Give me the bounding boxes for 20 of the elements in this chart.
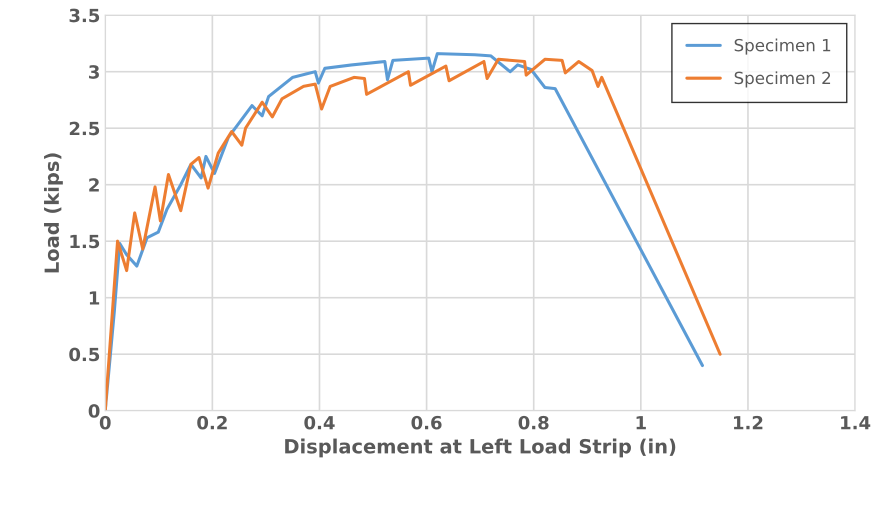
x-tick-label: 0.8 — [518, 416, 549, 430]
legend-label: Specimen 2 — [734, 71, 830, 88]
x-axis-title: Displacement at Left Load Strip (in) — [285, 438, 676, 458]
x-tick-label: 1 — [636, 416, 646, 430]
y-tick-label: 3 — [89, 65, 99, 79]
x-tick-label: 0.2 — [197, 416, 227, 430]
y-tick-label: 2 — [89, 178, 99, 192]
x-tick-label: 0.4 — [304, 416, 335, 430]
x-tick-label: 1.4 — [841, 416, 870, 430]
y-tick-label: 0.5 — [69, 348, 100, 362]
legend-label: Specimen 1 — [734, 38, 830, 55]
y-tick-label: 3.5 — [70, 8, 100, 22]
y-tick-label: 1.5 — [70, 234, 100, 248]
y-tick-label: 0 — [88, 404, 100, 418]
x-tick-label: 0 — [100, 416, 111, 430]
x-tick-label: 0.6 — [411, 416, 442, 430]
y-axis-title: Load (kips) — [44, 153, 63, 272]
x-tick-label: 1.2 — [734, 416, 762, 430]
y-tick-label: 1 — [90, 291, 100, 305]
y-tick-label: 2.5 — [70, 122, 100, 136]
